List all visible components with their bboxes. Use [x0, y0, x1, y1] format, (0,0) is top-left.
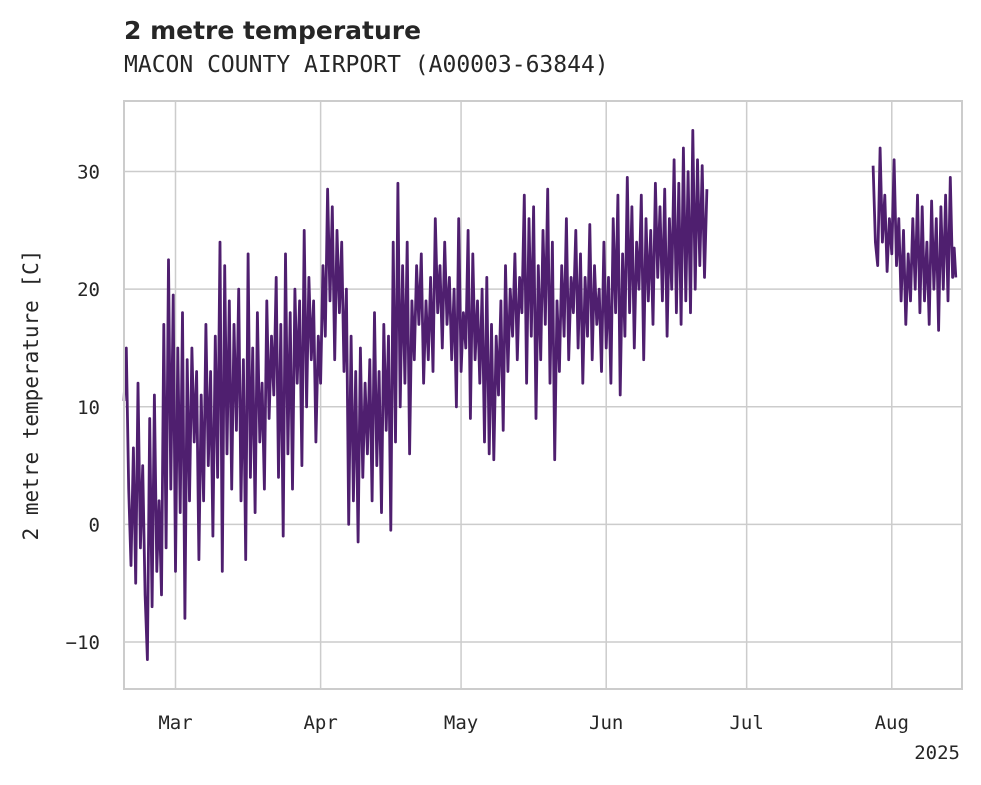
grid-lines	[124, 101, 962, 689]
y-axis-label: 2 metre temperature [C]	[19, 250, 43, 541]
y-tick-label: 10	[77, 397, 100, 419]
y-tick-label: 0	[89, 514, 100, 536]
x-tick-label: Mar	[158, 712, 192, 734]
series-group	[122, 128, 958, 661]
x-tick-label: Jul	[729, 712, 763, 734]
temperature-series-line	[871, 146, 958, 332]
plot-frame	[123, 100, 963, 690]
x-tick-label: Aug	[875, 712, 909, 734]
x-axis-ticks: Mar Apr May Jun Jul Aug	[158, 712, 909, 734]
y-tick-label: 20	[77, 279, 100, 301]
y-axis-ticks: −10 0 10 20 30	[66, 162, 100, 654]
x-tick-label: Apr	[303, 712, 337, 734]
x-axis-year-label: 2025	[914, 742, 960, 764]
chart-title: 2 metre temperature	[124, 16, 422, 45]
chart-subtitle: MACON COUNTY AIRPORT (A00003-63844)	[124, 52, 609, 78]
y-tick-label: −10	[66, 632, 100, 654]
x-tick-label: Jun	[589, 712, 623, 734]
temperature-series-line	[122, 128, 709, 661]
x-tick-label: May	[444, 712, 478, 734]
y-tick-label: 30	[77, 162, 100, 184]
